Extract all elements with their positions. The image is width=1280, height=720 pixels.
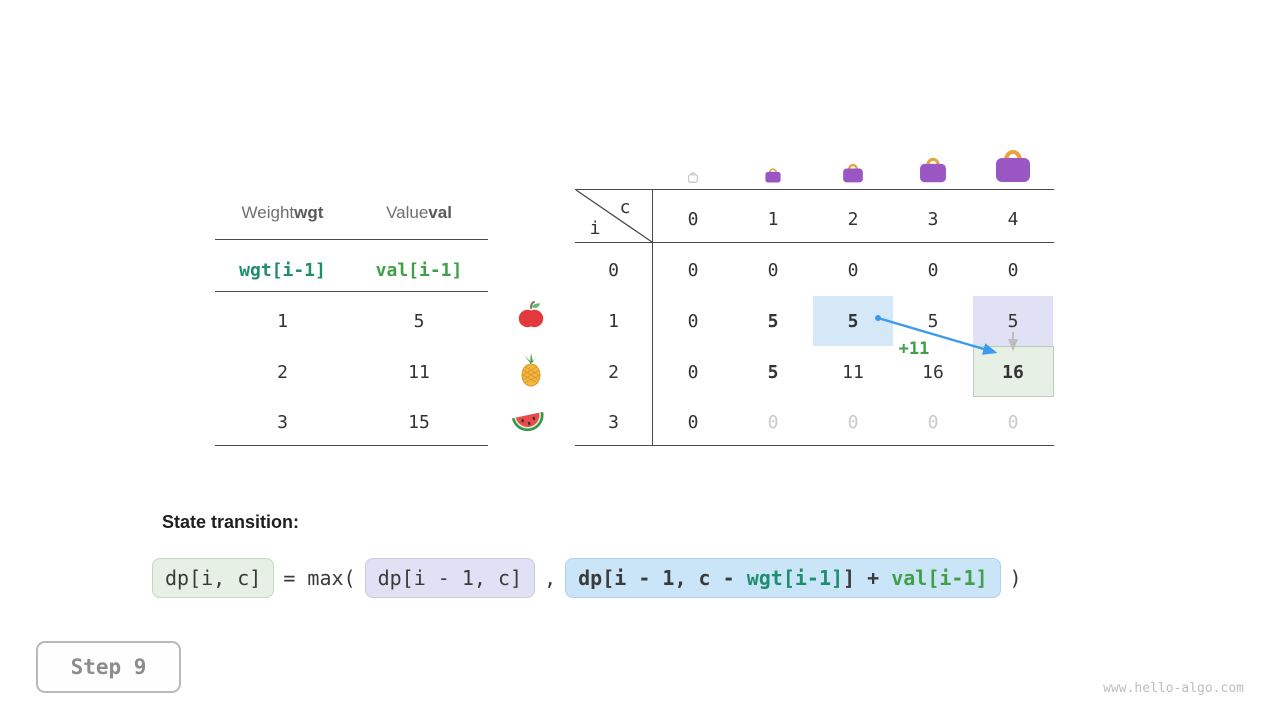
formula-option2-val: val[i-1] (891, 566, 988, 590)
state-transition-title: State transition: (162, 512, 300, 532)
formula-option1-box: dp[i - 1, c] (364, 558, 536, 598)
item-2-weight: 2 (277, 361, 288, 383)
item-3-weight: 3 (277, 411, 288, 433)
dp-cell-2-3: 16 (922, 361, 944, 383)
dp-cell-2-0: 0 (687, 361, 699, 383)
formula-option2-mid: ] + (843, 566, 892, 590)
value-column-header: Value val (350, 197, 488, 229)
dp-cell-3-1: 0 (767, 411, 779, 433)
dp-cell-0-3: 0 (927, 259, 939, 281)
dp-col-header-0: 0 (687, 208, 699, 230)
dp-table-rule-bottom (575, 445, 1054, 446)
dp-col-header-2: 2 (847, 208, 859, 230)
bag-xlarge-icon (996, 150, 1030, 182)
dp-cell-3-3: 0 (927, 411, 939, 433)
formula-option2-box: dp[i - 1, c - wgt[i-1]] + val[i-1] (565, 558, 1001, 598)
corner-label-c: c (619, 196, 631, 218)
item-3-value: 15 (408, 411, 430, 433)
corner-label-i: i (589, 217, 601, 239)
dp-table-rule-header (575, 242, 1054, 243)
dp-cell-0-4: 0 (1007, 259, 1019, 281)
dp-table-rule-top (575, 189, 1054, 190)
watermark-text: www.hello-algo.com (1103, 681, 1244, 696)
formula-separator: , (544, 566, 557, 590)
dp-cell-3-4: 0 (1007, 411, 1019, 433)
dp-cell-2-1: 5 (767, 361, 779, 383)
watermelon-icon (511, 411, 544, 432)
dp-cell-1-4: 5 (1007, 310, 1019, 332)
items-table-rule-bottom (215, 445, 488, 446)
dp-col-header-4: 4 (1007, 208, 1019, 230)
weight-header-code: wgt (294, 203, 324, 222)
state-transition-formula: dp[i, c] = max( dp[i - 1, c] , dp[i - 1,… (152, 558, 1022, 598)
dp-cell-1-0: 0 (687, 310, 699, 332)
dp-row-header-1: 1 (608, 310, 619, 332)
dp-cell-0-2: 0 (847, 259, 859, 281)
apple-icon (518, 301, 544, 328)
items-table-rule-mid (215, 291, 488, 292)
item-2-value: 11 (408, 361, 430, 383)
dp-cell-3-0: 0 (687, 411, 699, 433)
bag-large-icon (920, 157, 946, 183)
dp-cell-1-3: 5 (927, 310, 939, 332)
formula-operator: = max( (283, 566, 356, 590)
formula-option2-wgt: wgt[i-1] (746, 566, 844, 590)
formula-closing: ) (1009, 566, 1022, 590)
highlight-source-cell (813, 296, 893, 346)
plus-value-annotation: +11 (898, 339, 930, 359)
corner-diagonal-line (575, 189, 653, 243)
bag-small-icon (765, 168, 781, 183)
dp-cell-0-1: 0 (767, 259, 779, 281)
value-header-text: Value (386, 203, 429, 222)
weight-column-header: Weight wgt (215, 197, 350, 229)
dp-cell-2-4: 16 (1002, 361, 1024, 383)
dp-col-header-3: 3 (927, 208, 939, 230)
down-arrow-icon (1008, 332, 1018, 351)
dp-cell-2-2: 11 (842, 361, 864, 383)
dp-row-header-2: 2 (608, 361, 619, 383)
items-table-rule-top (215, 239, 488, 240)
item-1-value: 5 (413, 310, 425, 332)
weight-header-text: Weight (241, 203, 295, 222)
dp-table-rule-vertical (652, 189, 653, 445)
item-1-weight: 1 (277, 310, 288, 332)
bag-medium-icon (843, 163, 863, 183)
dp-row-header-3: 3 (608, 411, 619, 433)
bag-empty-icon (688, 172, 698, 183)
dp-cell-1-1: 5 (767, 310, 779, 332)
formula-option2-prefix: dp[i - 1, c - (578, 566, 747, 590)
val-index-cell: val[i-1] (375, 259, 463, 281)
dp-cell-3-2: 0 (847, 411, 859, 433)
step-badge: Step 9 (36, 641, 181, 693)
value-header-code: val (428, 203, 452, 222)
dp-col-header-1: 1 (767, 208, 779, 230)
pineapple-icon (521, 353, 541, 387)
wgt-index-cell: wgt[i-1] (239, 259, 326, 281)
formula-lhs-box: dp[i, c] (152, 558, 275, 598)
dp-cell-0-0: 0 (687, 259, 699, 281)
transition-arrow (875, 315, 998, 355)
dp-row-header-0: 0 (608, 259, 619, 281)
dp-cell-1-2: 5 (847, 310, 859, 332)
